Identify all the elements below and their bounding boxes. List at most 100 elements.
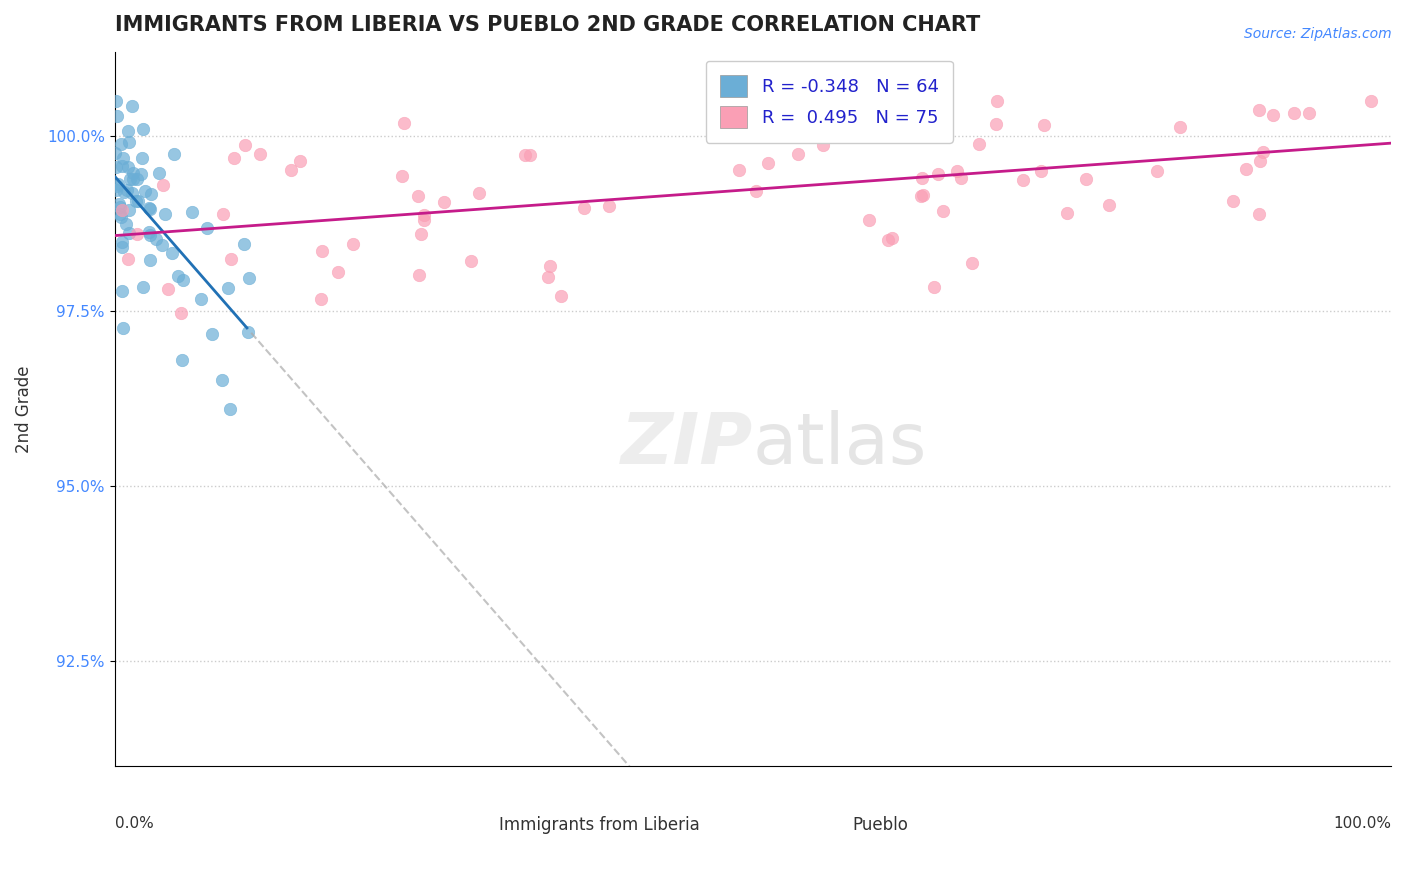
Point bbox=[112, 321, 135, 335]
Point bbox=[927, 167, 949, 181]
Point bbox=[170, 306, 193, 320]
Point bbox=[986, 94, 1008, 108]
Point bbox=[811, 138, 834, 153]
Point bbox=[1261, 108, 1284, 122]
Point bbox=[125, 227, 148, 242]
Point bbox=[125, 194, 148, 208]
Point bbox=[309, 292, 332, 306]
Point bbox=[413, 213, 436, 227]
Point bbox=[131, 151, 153, 165]
Text: 100.0%: 100.0% bbox=[1333, 816, 1391, 831]
Point bbox=[342, 237, 364, 252]
Text: atlas: atlas bbox=[752, 410, 927, 479]
Point bbox=[391, 169, 413, 183]
Point bbox=[218, 401, 240, 416]
Point bbox=[111, 202, 134, 217]
Point bbox=[1032, 118, 1054, 132]
Point bbox=[104, 160, 127, 174]
Point bbox=[190, 292, 212, 306]
Point bbox=[910, 188, 932, 202]
Point bbox=[117, 123, 139, 137]
Text: 0.0%: 0.0% bbox=[115, 816, 153, 831]
Point bbox=[1074, 172, 1097, 186]
Point bbox=[538, 259, 561, 273]
Point bbox=[1282, 105, 1305, 120]
Point bbox=[787, 147, 810, 161]
Point bbox=[232, 236, 254, 251]
Point bbox=[110, 210, 132, 224]
Text: Pueblo: Pueblo bbox=[852, 816, 908, 834]
Point bbox=[107, 196, 129, 211]
Point bbox=[433, 195, 456, 210]
Point bbox=[1250, 153, 1272, 168]
Point bbox=[107, 178, 129, 192]
Point bbox=[877, 233, 900, 247]
Point bbox=[105, 183, 128, 197]
Point bbox=[105, 94, 128, 108]
Point bbox=[153, 206, 176, 220]
Point bbox=[150, 238, 173, 252]
Point bbox=[121, 99, 143, 113]
Point bbox=[945, 164, 967, 178]
Point bbox=[112, 186, 135, 200]
Point bbox=[172, 353, 194, 368]
Point bbox=[550, 288, 572, 302]
Point bbox=[574, 201, 596, 215]
Point bbox=[984, 117, 1007, 131]
Point bbox=[1222, 194, 1244, 208]
Point bbox=[115, 183, 138, 197]
Point bbox=[1146, 164, 1168, 178]
Point bbox=[960, 256, 983, 270]
Point bbox=[1298, 106, 1320, 120]
Point bbox=[121, 186, 143, 200]
Point bbox=[111, 284, 134, 298]
Point bbox=[394, 116, 416, 130]
Point bbox=[756, 155, 779, 169]
Point bbox=[858, 213, 880, 227]
Point bbox=[911, 187, 934, 202]
Point bbox=[408, 268, 430, 282]
Text: Source: ZipAtlas.com: Source: ZipAtlas.com bbox=[1244, 27, 1392, 41]
Point bbox=[162, 147, 184, 161]
Point bbox=[132, 280, 155, 294]
Point bbox=[467, 186, 489, 201]
Point bbox=[117, 135, 139, 149]
Text: IMMIGRANTS FROM LIBERIA VS PUEBLO 2ND GRADE CORRELATION CHART: IMMIGRANTS FROM LIBERIA VS PUEBLO 2ND GR… bbox=[115, 15, 980, 35]
Point bbox=[519, 148, 541, 162]
Point bbox=[882, 231, 904, 245]
Point bbox=[105, 179, 128, 194]
Point bbox=[110, 137, 132, 152]
Point bbox=[138, 225, 160, 239]
Point bbox=[139, 187, 162, 202]
Point bbox=[104, 146, 127, 161]
Point bbox=[1247, 103, 1270, 118]
Point bbox=[745, 184, 768, 198]
Point bbox=[804, 94, 827, 108]
Point bbox=[110, 207, 132, 221]
Point bbox=[211, 373, 233, 387]
Point bbox=[117, 160, 139, 174]
Point bbox=[160, 246, 183, 260]
Point bbox=[111, 152, 134, 166]
Point bbox=[180, 204, 202, 219]
Point bbox=[728, 162, 751, 177]
Point bbox=[311, 244, 333, 258]
Text: ZIP: ZIP bbox=[620, 410, 752, 479]
Point bbox=[911, 170, 934, 185]
Point bbox=[111, 159, 134, 173]
Point bbox=[413, 208, 436, 222]
Point bbox=[950, 171, 973, 186]
Point bbox=[121, 166, 143, 180]
Point bbox=[1029, 163, 1052, 178]
Point bbox=[138, 227, 160, 242]
Point bbox=[280, 162, 302, 177]
Point bbox=[156, 282, 179, 296]
Point bbox=[935, 103, 957, 117]
Point bbox=[238, 325, 260, 339]
Point bbox=[125, 172, 148, 186]
Point bbox=[195, 220, 218, 235]
Point bbox=[152, 178, 174, 192]
Point bbox=[139, 202, 162, 216]
Text: Immigrants from Liberia: Immigrants from Liberia bbox=[499, 816, 700, 834]
Point bbox=[129, 167, 152, 181]
